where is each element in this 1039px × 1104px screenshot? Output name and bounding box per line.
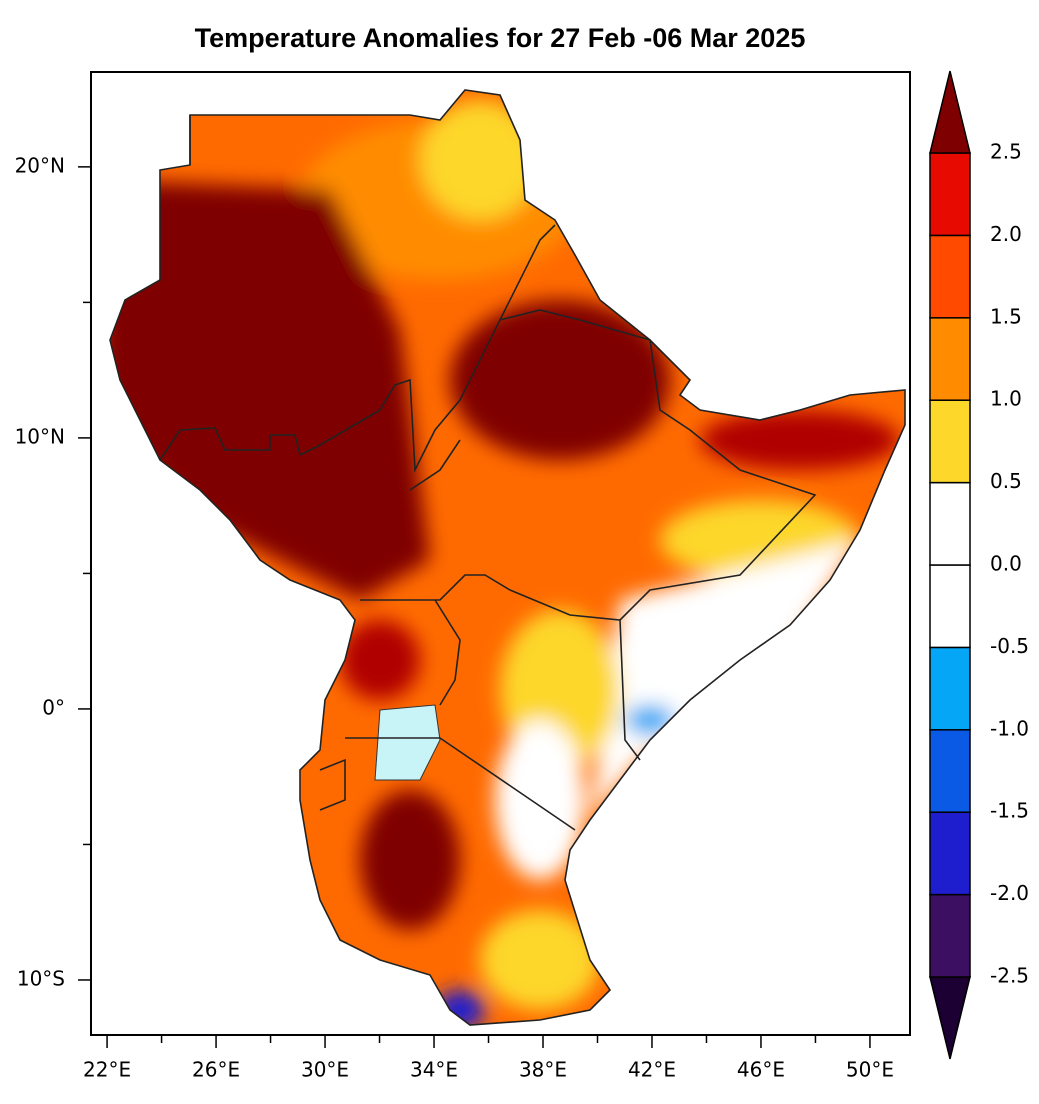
colorbar-upper-triangle [929, 70, 971, 154]
title: Temperature Anomalies for 27 Feb -06 Mar… [195, 23, 806, 53]
colorbar-box [929, 399, 971, 484]
x-tick-label: 26°E [192, 1058, 240, 1082]
colorbar-lower-triangle [929, 976, 971, 1060]
y-tick-label: 20°N [15, 153, 65, 177]
colorbar-box [929, 152, 971, 237]
y-tick-label: 0° [42, 695, 65, 719]
x-tick-label: 38°E [519, 1058, 567, 1082]
colorbar-label: -0.5 [990, 634, 1029, 658]
anomaly-field [110, 90, 905, 1025]
colorbar-label: 2.5 [990, 140, 1022, 164]
colorbar-box [929, 893, 971, 978]
x-tick-label: 46°E [737, 1058, 785, 1082]
y-tick-label: 10°S [17, 966, 65, 990]
colorbar-box [929, 317, 971, 401]
colorbar-label: 1.0 [990, 387, 1022, 411]
y-tick-label: 10°N [15, 424, 65, 448]
colorbar-label: 0.5 [990, 469, 1022, 493]
country-borders [159, 115, 817, 831]
colorbar-label: -2.5 [990, 964, 1029, 988]
colorbar-label: -2.0 [990, 881, 1029, 905]
x-tick-label: 50°E [846, 1058, 894, 1082]
x-tick-label: 42°E [628, 1058, 676, 1082]
colorbar-label: 0.0 [990, 552, 1022, 576]
colorbar-box [929, 564, 971, 649]
x-tick-label: 30°E [301, 1058, 349, 1082]
colorbar-box [929, 234, 971, 319]
colorbar-box [929, 646, 971, 731]
colorbar-label: -1.5 [990, 799, 1029, 823]
colorbar-label: 2.0 [990, 222, 1022, 246]
colorbar-label: -1.0 [990, 716, 1029, 740]
colorbar-box [929, 481, 971, 566]
colorbar-box [929, 729, 971, 813]
colorbar-label: 1.5 [990, 304, 1022, 328]
x-tick-label: 34°E [410, 1058, 458, 1082]
x-tick-label: 22°E [83, 1058, 131, 1082]
plot-frame [90, 71, 911, 1036]
colorbar-box [929, 811, 971, 896]
